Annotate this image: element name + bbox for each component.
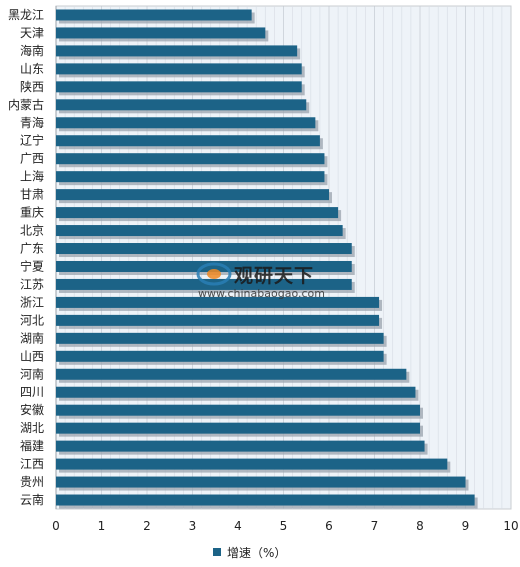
watermark-logo-icon	[196, 262, 232, 286]
category-label: 湖北	[20, 420, 44, 435]
category-label: 江苏	[20, 277, 44, 291]
watermark-title: 观研天下	[234, 265, 315, 287]
x-tick-label: 2	[143, 519, 151, 533]
x-tick-label: 3	[189, 519, 197, 533]
category-label: 天津	[20, 26, 44, 40]
category-label: 重庆	[20, 206, 44, 220]
bar-河南	[56, 368, 407, 380]
x-tick-label: 10	[503, 519, 518, 533]
x-tick-label: 6	[325, 519, 333, 533]
bar-甘肃	[56, 189, 329, 201]
x-tick-label: 0	[52, 519, 60, 533]
bar-青海	[56, 117, 316, 129]
bar-重庆	[56, 207, 339, 219]
bar-山西	[56, 350, 384, 362]
category-label: 浙江	[20, 295, 44, 309]
category-label: 上海	[20, 169, 44, 184]
bar-北京	[56, 225, 343, 237]
category-label: 云南	[20, 492, 44, 507]
bar-湖北	[56, 422, 420, 434]
bar-广西	[56, 153, 325, 165]
bar-江西	[56, 458, 448, 470]
bar-广东	[56, 243, 352, 255]
category-label: 宁夏	[20, 258, 44, 273]
category-label: 辽宁	[20, 133, 44, 148]
category-label: 广西	[20, 152, 44, 166]
category-label: 黑龙江	[8, 8, 44, 22]
category-label: 青海	[20, 115, 44, 130]
bar-四川	[56, 386, 416, 398]
bar-浙江	[56, 296, 380, 308]
category-label: 内蒙古	[8, 97, 44, 112]
legend-label: 增速（%）	[227, 545, 287, 560]
category-label: 海南	[20, 43, 44, 58]
bar-上海	[56, 171, 325, 183]
bar-福建	[56, 440, 425, 452]
bar-山东	[56, 63, 302, 75]
bar-黑龙江	[56, 9, 252, 21]
category-label: 贵州	[20, 475, 44, 489]
bar-江苏	[56, 278, 352, 290]
category-label: 广东	[20, 242, 44, 256]
category-label: 山西	[20, 349, 44, 363]
legend: 增速（%）	[213, 540, 323, 564]
bar-海南	[56, 45, 298, 57]
category-label: 江西	[20, 457, 44, 471]
category-label: 陕西	[20, 79, 44, 94]
category-label: 山东	[20, 62, 44, 76]
x-tick-label: 7	[371, 519, 379, 533]
bar-安徽	[56, 404, 420, 416]
x-tick-label: 1	[98, 519, 106, 533]
category-label: 四川	[20, 385, 44, 399]
category-labels: 黑龙江天津海南山东陕西内蒙古青海辽宁广西上海甘肃重庆北京广东宁夏江苏浙江河北湖南…	[8, 8, 44, 507]
x-tick-label: 5	[280, 519, 288, 533]
x-tick-label: 9	[462, 519, 470, 533]
watermark: 观研天下 www.chinabaogao.com	[192, 259, 342, 303]
category-label: 湖南	[20, 330, 44, 345]
category-label: 甘肃	[20, 188, 44, 202]
x-tick-labels: 0 1 2 3 4 5 6 7 8 9 10	[52, 519, 518, 533]
x-tick-label: 4	[234, 519, 242, 533]
bar-陕西	[56, 81, 302, 93]
category-label: 北京	[20, 224, 44, 238]
legend-swatch	[213, 548, 221, 556]
watermark-url: www.chinabaogao.com	[198, 287, 325, 300]
bar-河北	[56, 314, 380, 326]
bar-内蒙古	[56, 99, 307, 111]
x-tick-label: 8	[416, 519, 424, 533]
bar-辽宁	[56, 135, 320, 147]
category-label: 福建	[20, 438, 44, 453]
bar-贵州	[56, 476, 466, 488]
bar-湖南	[56, 332, 384, 344]
category-label: 河北	[20, 313, 44, 327]
bar-云南	[56, 494, 475, 506]
bar-天津	[56, 27, 266, 39]
category-label: 安徽	[20, 402, 44, 417]
category-label: 河南	[20, 366, 44, 381]
